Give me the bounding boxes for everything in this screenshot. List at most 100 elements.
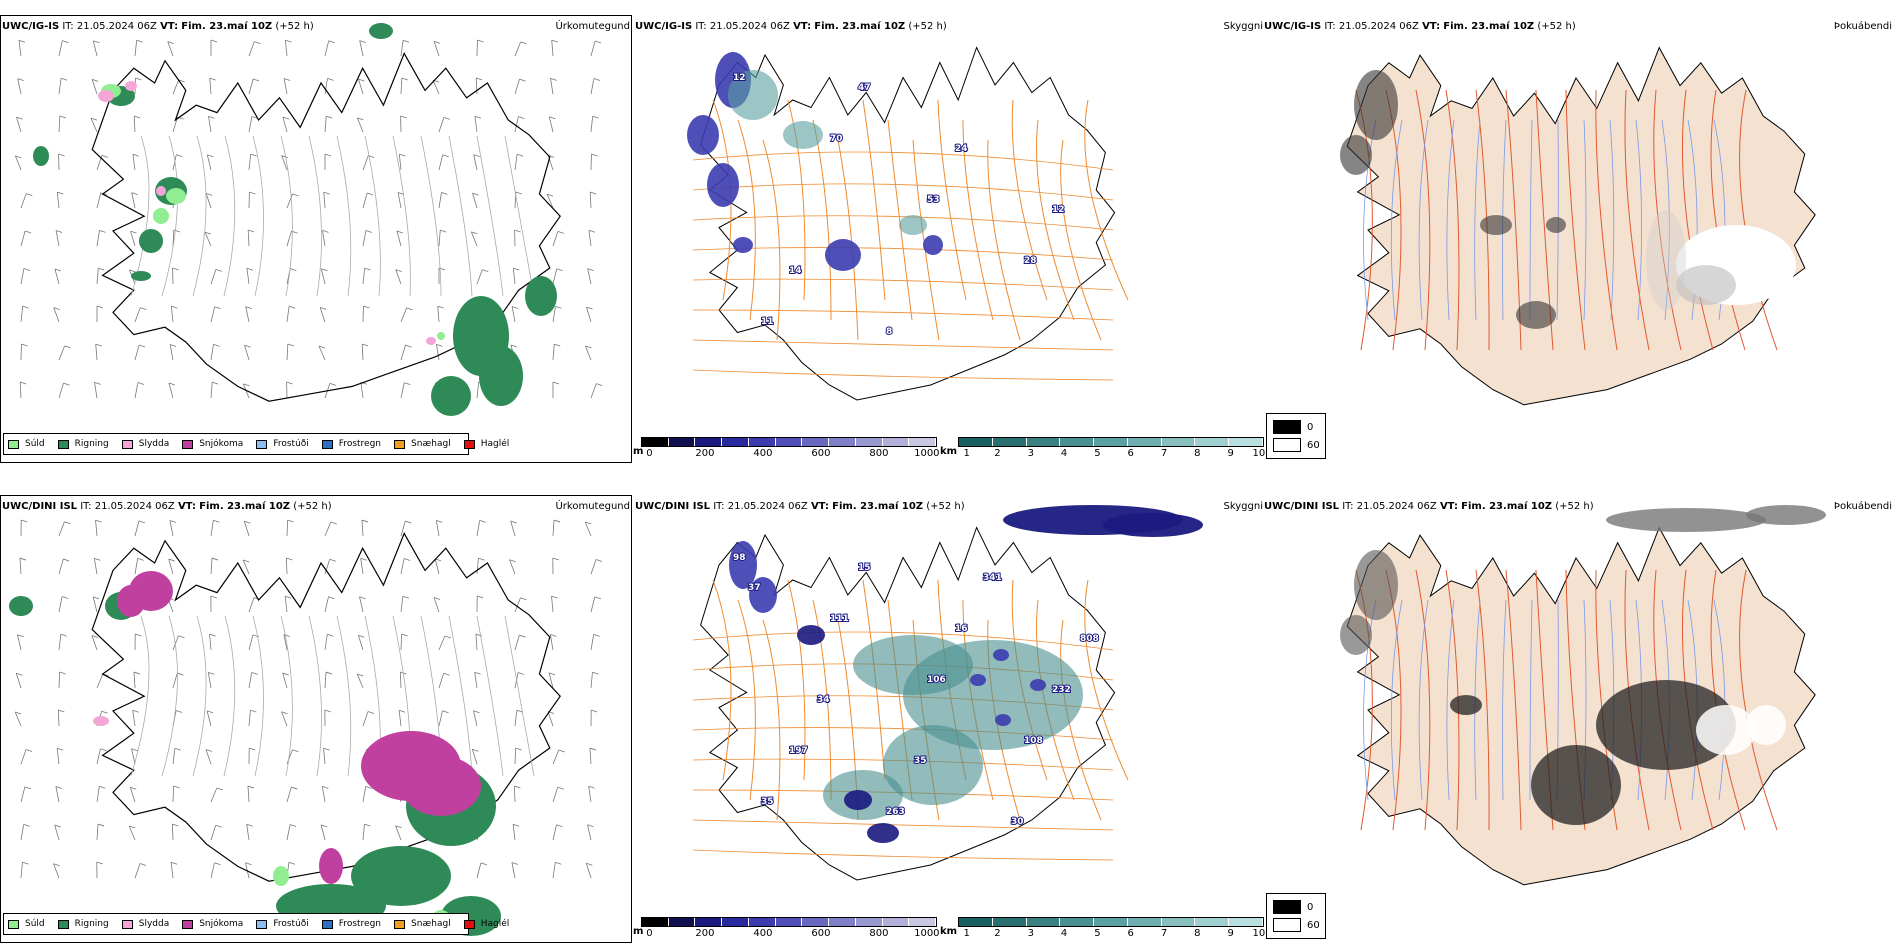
legend-item-7: Haglél	[463, 439, 509, 449]
cloud-value-label: 28	[1024, 256, 1037, 266]
wind-barb	[324, 78, 328, 95]
legend-swatch	[57, 439, 69, 449]
wind-barb-flag	[135, 633, 142, 637]
cbar-tick-label: 5	[1094, 928, 1101, 939]
cloud-header-2: UWC/DINI ISL IT: 21.05.2024 06Z VT: Fim.…	[635, 501, 1263, 512]
wind-barb-flag	[246, 823, 253, 827]
fog-map-2	[1340, 505, 1826, 886]
wind-barb-flag	[552, 381, 560, 385]
road-line	[692, 631, 1114, 651]
cloud-value-label: 11	[761, 317, 774, 327]
wind-barb	[282, 116, 288, 133]
wind-barb-flag	[101, 155, 109, 158]
fog-legend-light-swatch	[1273, 918, 1301, 932]
road-line	[1624, 89, 1650, 351]
wind-barb-flag	[474, 115, 482, 119]
legend-label: Snjókoma	[199, 439, 244, 449]
cloud-value-label: 16	[955, 624, 968, 634]
field-blob	[431, 376, 471, 416]
wind-barb	[172, 786, 175, 803]
wind-barb-flag	[552, 557, 559, 561]
wind-barb	[324, 596, 329, 613]
wind-barb-flag	[548, 672, 556, 676]
legend-swatch	[463, 439, 475, 449]
cbar-tick-label: 6	[1127, 448, 1134, 459]
road-line	[223, 135, 236, 297]
wind-barb-flag	[247, 785, 255, 789]
cbar-swatch	[1127, 438, 1162, 446]
wind-barb	[546, 193, 554, 209]
wind-barb	[134, 40, 138, 57]
river-line	[1446, 599, 1455, 801]
wind-barb-flag	[406, 307, 413, 311]
legend-item-2: Slydda	[121, 439, 170, 449]
wind-barb	[474, 116, 478, 133]
wind-barb	[514, 79, 520, 95]
field-blob	[125, 81, 137, 91]
wind-barb-flag	[282, 116, 290, 120]
cbar-m-1: 0 200 400 600 800 1000	[641, 437, 940, 459]
precip-panel-2: Súld Rigning Slydda Snjókoma Frostúði Frostre…	[0, 495, 632, 943]
wind-barb	[167, 41, 174, 57]
wind-barb	[587, 824, 592, 841]
wind-barb	[359, 596, 364, 613]
wind-barb	[133, 116, 136, 133]
cbar-tick-label: 5	[1094, 448, 1101, 459]
road-line	[252, 615, 264, 777]
road-line	[336, 615, 352, 777]
cbar-tick-label: 4	[1060, 928, 1068, 939]
cbar-swatch	[1195, 438, 1230, 446]
wind-barb	[362, 192, 368, 209]
wind-barb-flag	[94, 381, 101, 385]
road-line	[476, 135, 504, 297]
field-blob	[426, 337, 436, 345]
wind-barb	[473, 154, 478, 171]
wind-barb	[246, 268, 250, 285]
field-blob	[733, 237, 753, 253]
wind-barb	[398, 154, 402, 171]
road-line	[887, 119, 913, 321]
wind-barb	[590, 672, 593, 689]
field-blob	[525, 276, 557, 316]
wind-barb	[55, 230, 60, 247]
wind-barb-flag	[93, 40, 100, 44]
wind-barb	[473, 710, 478, 727]
wind-barb	[56, 748, 60, 765]
wind-barb	[511, 306, 516, 323]
wind-barb	[476, 382, 480, 399]
wind-barb	[283, 78, 288, 95]
wind-barb-flag	[243, 559, 250, 563]
wind-barb	[282, 672, 288, 689]
fog-panel-1	[1266, 15, 1900, 463]
river-line	[1529, 599, 1533, 801]
road-line	[1036, 119, 1075, 321]
field-blob	[1531, 745, 1621, 825]
wind-barb	[247, 230, 250, 247]
legend-swatch	[321, 439, 333, 449]
wind-barb	[589, 192, 592, 209]
cbar-swatch	[748, 438, 776, 446]
wind-barb-flag	[54, 824, 61, 828]
wind-barb-flag	[249, 191, 256, 195]
cbar-swatch	[775, 438, 803, 446]
cloud-title-2: Skyggni	[1223, 501, 1263, 512]
wind-barb-flag	[479, 520, 486, 523]
wind-barb	[400, 596, 404, 613]
wind-barb	[209, 78, 212, 95]
legend-swatch	[321, 919, 333, 929]
legend-label: Slydda	[138, 439, 170, 449]
cbar-swatch	[829, 918, 856, 926]
wind-barb	[552, 787, 559, 803]
wind-barb	[54, 824, 60, 841]
wind-barb	[284, 40, 288, 57]
cbar-swatches	[958, 437, 1264, 447]
wind-barb-flag	[592, 671, 599, 675]
wind-barb-flag	[281, 155, 288, 158]
wind-barb-flag	[213, 519, 220, 523]
road-line	[1415, 89, 1431, 351]
legend-label: Súld	[25, 919, 45, 929]
field-blob	[437, 332, 445, 340]
wind-barb	[205, 193, 212, 209]
wind-barb	[398, 710, 402, 727]
cbar-swatch	[775, 918, 803, 926]
